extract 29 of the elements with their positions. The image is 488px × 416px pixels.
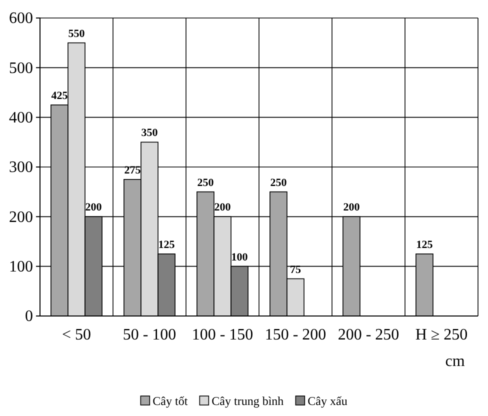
data-label: 550 xyxy=(68,28,86,40)
x-tick-label: 50 - 100 xyxy=(122,326,176,344)
x-tick-label: < 50 xyxy=(62,326,92,344)
x-tick-label: H ≥ 250 xyxy=(415,326,468,344)
data-label: 125 xyxy=(416,238,434,251)
legend-label: Cây trung bình xyxy=(212,394,284,408)
data-label: 100 xyxy=(231,251,248,264)
legend-label: Cây xấu xyxy=(308,394,348,408)
data-label: 275 xyxy=(124,164,142,176)
data-label: 125 xyxy=(158,238,176,251)
data-label: 250 xyxy=(270,176,288,189)
y-tick-label: 600 xyxy=(9,10,33,28)
y-tick-label: 100 xyxy=(9,258,33,276)
x-tick-label: 200 - 250 xyxy=(338,326,400,344)
y-tick-label: 300 xyxy=(9,159,33,176)
y-tick-label: 200 xyxy=(9,208,33,226)
data-label: 200 xyxy=(343,202,360,214)
legend-label: Cây tốt xyxy=(152,394,188,408)
x-tick-label: 150 - 200 xyxy=(264,326,326,344)
y-tick-label: 0 xyxy=(25,308,33,326)
data-label: 350 xyxy=(141,127,158,140)
y-tick-label: 500 xyxy=(9,60,33,77)
y-tick-label: 400 xyxy=(9,109,33,126)
data-label: 200 xyxy=(85,202,102,214)
data-label: 200 xyxy=(214,202,232,214)
data-label: 250 xyxy=(197,176,214,189)
data-label: 425 xyxy=(51,90,68,102)
x-tick-label: 100 - 150 xyxy=(192,326,254,344)
x-axis-title: cm xyxy=(445,353,466,370)
